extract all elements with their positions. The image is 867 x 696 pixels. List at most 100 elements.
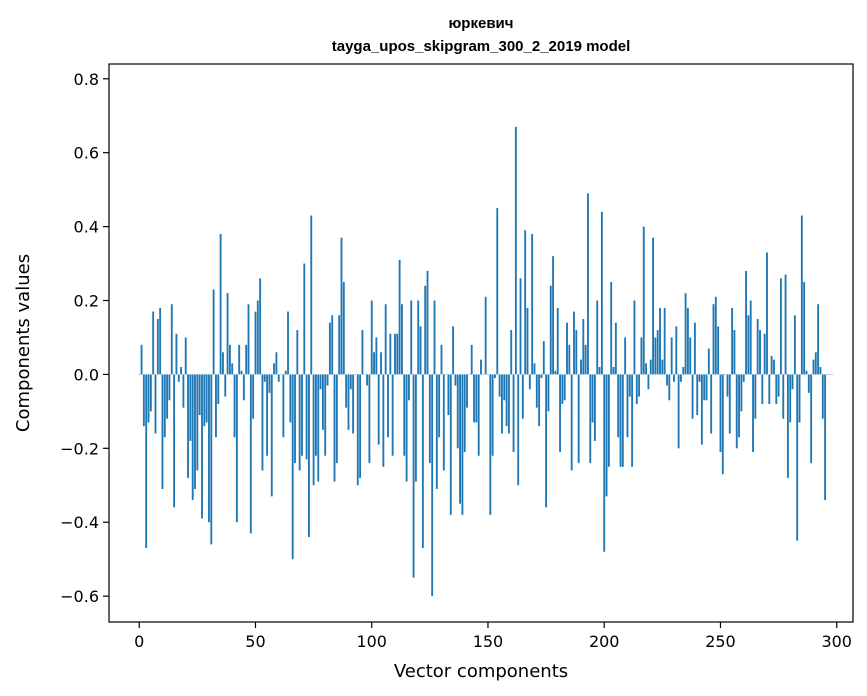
bar — [807, 374, 810, 393]
bar — [626, 374, 629, 438]
bar — [366, 374, 368, 386]
bar — [403, 374, 406, 456]
bar — [182, 374, 185, 408]
bar — [180, 367, 182, 375]
bar — [201, 374, 203, 519]
bar — [542, 341, 545, 375]
bar — [633, 300, 636, 375]
bar — [824, 374, 827, 501]
bar — [382, 374, 385, 467]
bar — [556, 307, 559, 375]
bar — [747, 315, 750, 375]
bar — [268, 374, 271, 393]
bar — [656, 330, 659, 375]
bar — [703, 374, 706, 401]
bar — [289, 374, 292, 423]
bar — [308, 374, 310, 538]
bar — [377, 374, 380, 445]
bar — [675, 326, 678, 375]
bar — [473, 374, 475, 423]
bar — [412, 374, 415, 578]
bar — [287, 311, 289, 375]
bar — [140, 344, 143, 375]
bar — [759, 330, 761, 375]
bar — [733, 330, 736, 375]
bar — [740, 374, 743, 412]
bar — [440, 344, 443, 375]
bar — [217, 374, 220, 404]
bar — [298, 374, 301, 471]
bar — [717, 326, 720, 375]
bar — [563, 374, 566, 401]
bar — [242, 374, 245, 401]
y-tick-label: −0.4 — [60, 513, 99, 532]
bar — [147, 374, 150, 423]
bar — [480, 359, 482, 375]
bar — [791, 374, 794, 390]
bar — [654, 337, 657, 375]
x-tick-label: 100 — [356, 632, 387, 651]
bar — [691, 374, 694, 419]
bar — [510, 330, 513, 375]
bar — [489, 374, 492, 515]
bar — [426, 270, 429, 375]
bar — [582, 318, 585, 375]
bar — [373, 352, 375, 375]
bar — [777, 374, 780, 397]
bar — [238, 344, 241, 375]
bar — [619, 374, 622, 467]
bar — [738, 374, 740, 438]
bar — [686, 307, 689, 375]
bar — [338, 315, 341, 375]
bar — [796, 374, 799, 541]
bar — [494, 374, 496, 379]
bar — [728, 374, 731, 434]
y-tick-label: 0.4 — [74, 218, 99, 237]
bar — [693, 322, 696, 375]
bar — [233, 374, 236, 438]
bar — [149, 374, 152, 412]
bar — [331, 315, 334, 375]
bar — [782, 374, 785, 419]
bar — [475, 374, 478, 423]
bar — [503, 374, 506, 401]
bar — [805, 370, 808, 375]
bar — [814, 352, 817, 375]
bar — [547, 374, 550, 412]
bar — [559, 374, 561, 453]
bar — [324, 374, 327, 456]
bar — [593, 374, 596, 441]
bar — [763, 333, 766, 375]
bar — [368, 374, 371, 464]
bar — [568, 344, 571, 375]
bar — [375, 337, 378, 375]
bar — [819, 367, 822, 375]
bar — [245, 344, 248, 375]
bar — [342, 282, 345, 375]
bar — [347, 374, 350, 430]
bar — [821, 374, 824, 419]
bar — [315, 374, 317, 456]
bar — [349, 374, 352, 390]
bar — [203, 374, 206, 427]
bar — [194, 374, 196, 489]
bar — [635, 374, 638, 404]
bar — [812, 359, 815, 375]
bar — [663, 307, 666, 375]
bar — [273, 363, 275, 375]
bar — [533, 363, 536, 375]
bar — [603, 374, 606, 552]
bar — [721, 374, 724, 475]
bar — [396, 333, 399, 375]
bar — [554, 370, 557, 375]
bar — [196, 374, 199, 471]
bar — [408, 374, 410, 401]
bar — [803, 282, 806, 375]
bar — [766, 252, 768, 375]
bar — [424, 285, 427, 375]
bar — [749, 300, 752, 375]
bar — [577, 374, 580, 464]
bar — [442, 374, 445, 471]
bar — [361, 330, 364, 375]
